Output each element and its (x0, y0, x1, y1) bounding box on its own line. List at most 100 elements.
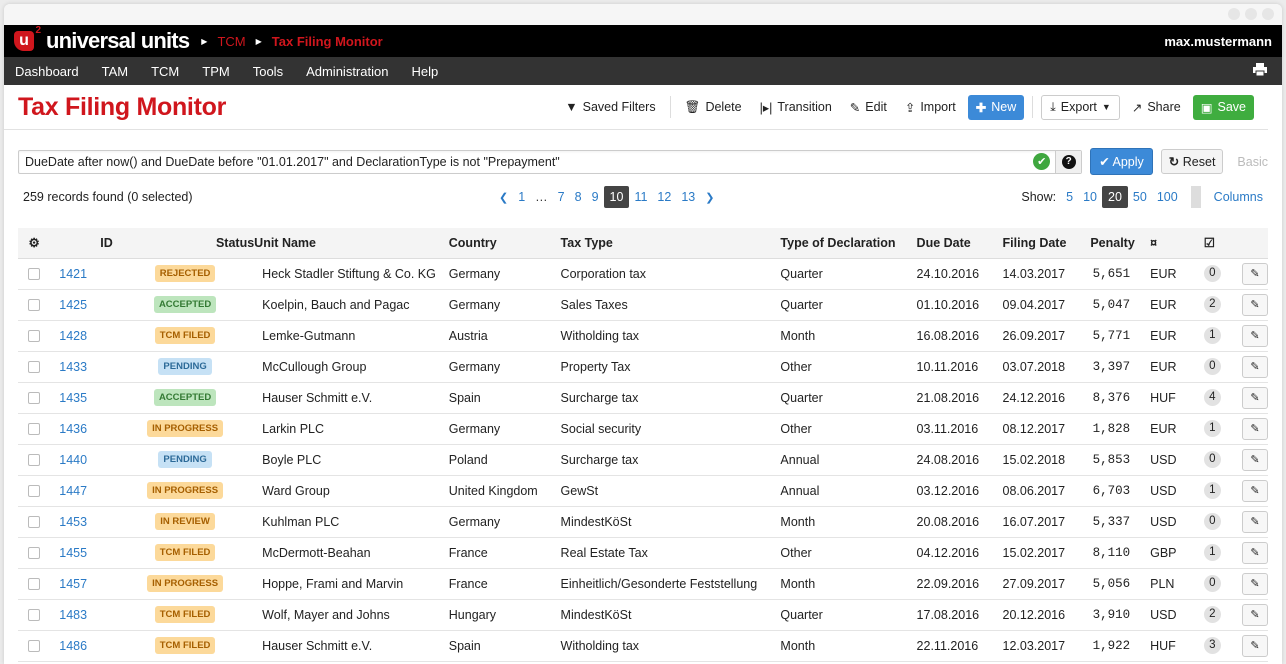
page-size-option[interactable]: 10 (1083, 190, 1097, 204)
row-checkbox[interactable] (28, 268, 41, 281)
saved-filters-button[interactable]: ▼ Saved Filters (565, 100, 656, 114)
record-id-link[interactable]: 1455 (59, 545, 88, 560)
row-checkbox[interactable] (28, 640, 41, 653)
logo[interactable]: u 2 universal units (14, 25, 190, 54)
record-id-link[interactable]: 1483 (59, 607, 88, 622)
refresh-icon: ↻ (1168, 155, 1180, 169)
edit-row-button[interactable]: ✎ (1242, 541, 1268, 564)
row-checkbox[interactable] (28, 578, 41, 591)
record-id-link[interactable]: 1486 (59, 638, 88, 653)
basic-mode-link[interactable]: Basic (1237, 154, 1268, 169)
page-link[interactable]: 12 (657, 190, 672, 204)
row-checkbox[interactable] (28, 423, 41, 436)
page-size-option[interactable]: 100 (1156, 190, 1178, 204)
record-id-link[interactable]: 1440 (59, 452, 88, 467)
page-link[interactable]: 9 (591, 190, 599, 204)
edit-row-button[interactable]: ✎ (1242, 293, 1268, 316)
page-link[interactable]: … (535, 190, 548, 204)
window-dot[interactable] (1228, 8, 1240, 20)
edit-row-button[interactable]: ✎ (1242, 262, 1268, 285)
count-badge: 4 (1203, 389, 1221, 406)
nav-tcm[interactable]: TCM (151, 63, 180, 79)
row-checkbox[interactable] (28, 361, 41, 374)
edit-row-button[interactable]: ✎ (1242, 386, 1268, 409)
status-cell: IN REVIEW (115, 506, 255, 538)
share-button[interactable]: ↗ Share (1131, 100, 1181, 115)
query-text[interactable]: DueDate after now() and DueDate before "… (25, 154, 560, 169)
edit-row-button[interactable]: ✎ (1242, 634, 1268, 657)
delete-button[interactable]: 🗑 Delete (684, 99, 742, 115)
print-icon[interactable] (1253, 63, 1267, 79)
page-link[interactable]: 1 (518, 190, 526, 204)
col-declaration-type[interactable]: Type of Declaration (780, 228, 917, 259)
edit-row-button[interactable]: ✎ (1242, 448, 1268, 471)
edit-row-button[interactable]: ✎ (1242, 603, 1268, 626)
row-checkbox[interactable] (28, 609, 41, 622)
col-tax-type[interactable]: Tax Type (560, 228, 781, 259)
window-dot[interactable] (1245, 8, 1257, 20)
nav-tam[interactable]: TAM (101, 63, 129, 79)
record-id-link[interactable]: 1435 (59, 390, 88, 405)
breadcrumb-tcm[interactable]: TCM (217, 33, 246, 49)
settings-gear-icon[interactable]: ⚙ (18, 228, 51, 259)
edit-button[interactable]: ✎ Edit (849, 100, 887, 115)
col-due-date[interactable]: Due Date (916, 228, 1003, 259)
record-id-link[interactable]: 1428 (59, 328, 88, 343)
col-unit-name[interactable]: Unit Name (254, 228, 449, 259)
page-link[interactable]: 7 (557, 190, 565, 204)
nav-tools[interactable]: Tools (252, 63, 284, 79)
window-dot[interactable] (1262, 8, 1274, 20)
help-button[interactable]: ? (1055, 150, 1082, 173)
nav-tpm[interactable]: TPM (202, 63, 230, 79)
prev-page-icon[interactable]: ❮ (499, 191, 509, 204)
record-id-link[interactable]: 1425 (59, 297, 88, 312)
col-status[interactable]: Status (115, 228, 255, 259)
row-checkbox[interactable] (28, 547, 41, 560)
nav-dashboard[interactable]: Dashboard (15, 63, 79, 79)
query-input[interactable]: DueDate after now() and DueDate before "… (18, 149, 1083, 174)
row-checkbox[interactable] (28, 516, 41, 529)
record-id-link[interactable]: 1421 (59, 266, 88, 281)
edit-row-button[interactable]: ✎ (1242, 355, 1268, 378)
new-button[interactable]: ✚ New (967, 94, 1025, 120)
export-dropdown[interactable]: ⤓ Export ▼ (1041, 94, 1120, 120)
edit-row-button[interactable]: ✎ (1242, 324, 1268, 347)
edit-row-button[interactable]: ✎ (1242, 572, 1268, 595)
user-menu[interactable]: max.mustermann (1164, 33, 1272, 49)
page-link[interactable]: 13 (681, 190, 696, 204)
save-button[interactable]: ▣ Save (1192, 94, 1254, 120)
page-size-option[interactable]: 5 (1066, 190, 1074, 204)
col-country[interactable]: Country (448, 228, 561, 259)
col-penalty[interactable]: Penalty (1090, 228, 1151, 259)
next-page-icon[interactable]: ❯ (705, 191, 715, 204)
row-checkbox[interactable] (28, 392, 41, 405)
row-checkbox[interactable] (28, 485, 41, 498)
row-checkbox[interactable] (28, 330, 41, 343)
nav-help[interactable]: Help (411, 63, 439, 79)
currency-icon[interactable]: ¤ (1150, 228, 1204, 259)
edit-row-button[interactable]: ✎ (1242, 417, 1268, 440)
page-link[interactable]: 11 (634, 190, 648, 204)
page-size-option[interactable]: 20 (1102, 186, 1128, 208)
page-size-option[interactable]: 50 (1132, 190, 1147, 204)
page-link[interactable]: 8 (574, 190, 582, 204)
row-checkbox[interactable] (28, 454, 41, 467)
import-button[interactable]: ⇪ Import (904, 100, 956, 115)
row-checkbox[interactable] (28, 299, 41, 312)
checklist-icon[interactable]: ☑ (1203, 228, 1242, 259)
edit-row-button[interactable]: ✎ (1242, 510, 1268, 533)
reset-button[interactable]: ↻ Reset (1160, 149, 1224, 174)
apply-button[interactable]: ✔ Apply (1090, 148, 1153, 175)
columns-button[interactable]: Columns (1213, 190, 1263, 204)
edit-row-button[interactable]: ✎ (1242, 479, 1268, 502)
col-id[interactable]: ID (50, 228, 116, 259)
record-id-link[interactable]: 1447 (59, 483, 88, 498)
record-id-link[interactable]: 1433 (59, 359, 88, 374)
col-filing-date[interactable]: Filing Date (1002, 228, 1091, 259)
nav-administration[interactable]: Administration (306, 63, 389, 79)
record-id-link[interactable]: 1457 (59, 576, 88, 591)
page-link[interactable]: 10 (603, 186, 630, 208)
record-id-link[interactable]: 1453 (59, 514, 88, 529)
transition-button[interactable]: |▸| Transition (759, 100, 832, 115)
record-id-link[interactable]: 1436 (59, 421, 88, 436)
